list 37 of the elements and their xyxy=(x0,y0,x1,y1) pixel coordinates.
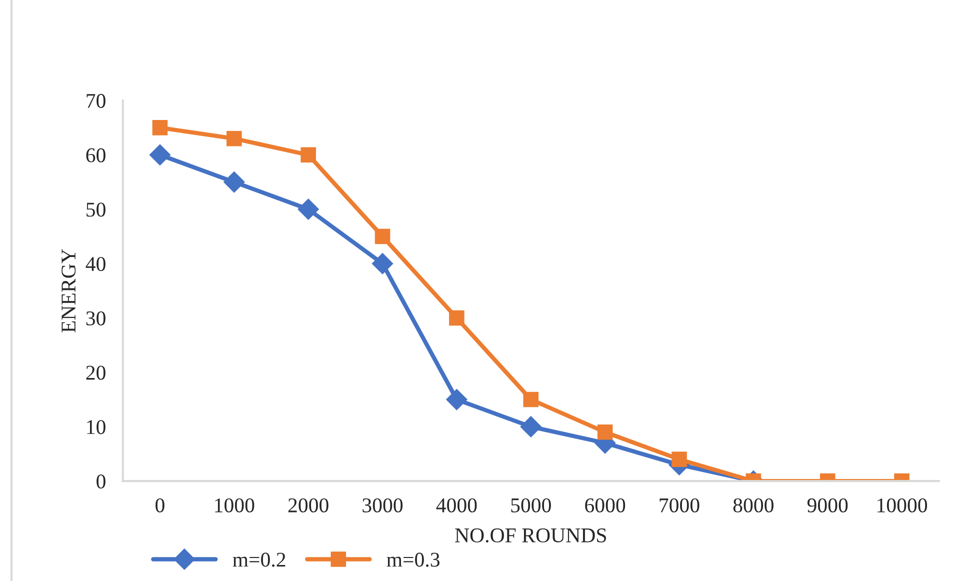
x-tick-label: 1000 xyxy=(215,498,254,512)
y-tick-label: 20 xyxy=(86,366,106,380)
y-tick-label: 60 xyxy=(86,148,106,162)
y-tick-label: 50 xyxy=(86,202,106,217)
y-tick-label: 0 xyxy=(96,474,106,488)
point xyxy=(520,416,542,438)
x-tick-label: 8000 xyxy=(733,498,774,512)
point xyxy=(152,120,168,136)
x-tick-label: 10000 xyxy=(878,498,928,512)
point xyxy=(372,252,394,274)
point xyxy=(597,424,613,440)
y-tick-label: 10 xyxy=(87,420,106,434)
point xyxy=(446,388,468,410)
x-axis-title: NO.OF ROUNDS xyxy=(455,528,606,542)
x-tick-label: 5000 xyxy=(511,498,551,512)
point xyxy=(149,144,171,166)
point xyxy=(523,392,539,408)
x-tick-label: 7000 xyxy=(660,498,700,512)
y-tick-label: 70 xyxy=(86,94,106,108)
legend-label: m=0.3 xyxy=(386,552,440,567)
x-tick-label: 9000 xyxy=(807,498,848,512)
legend-label: m=0.2 xyxy=(232,552,286,567)
point xyxy=(223,171,245,193)
x-tick-label: 2000 xyxy=(288,498,328,512)
point xyxy=(300,147,316,163)
x-tick-label: 4000 xyxy=(436,498,477,512)
point xyxy=(449,310,464,326)
x-tick-label: 6000 xyxy=(585,498,626,512)
x-tick-label: 3000 xyxy=(362,498,403,512)
x-tick-label: 0 xyxy=(156,498,164,512)
y-tick-label: 40 xyxy=(86,256,106,272)
point xyxy=(672,452,687,467)
y-tick-label: 30 xyxy=(86,311,106,326)
point xyxy=(374,228,390,244)
point xyxy=(298,198,320,220)
y-axis-title: ENERGY xyxy=(62,249,76,332)
point xyxy=(226,130,242,146)
